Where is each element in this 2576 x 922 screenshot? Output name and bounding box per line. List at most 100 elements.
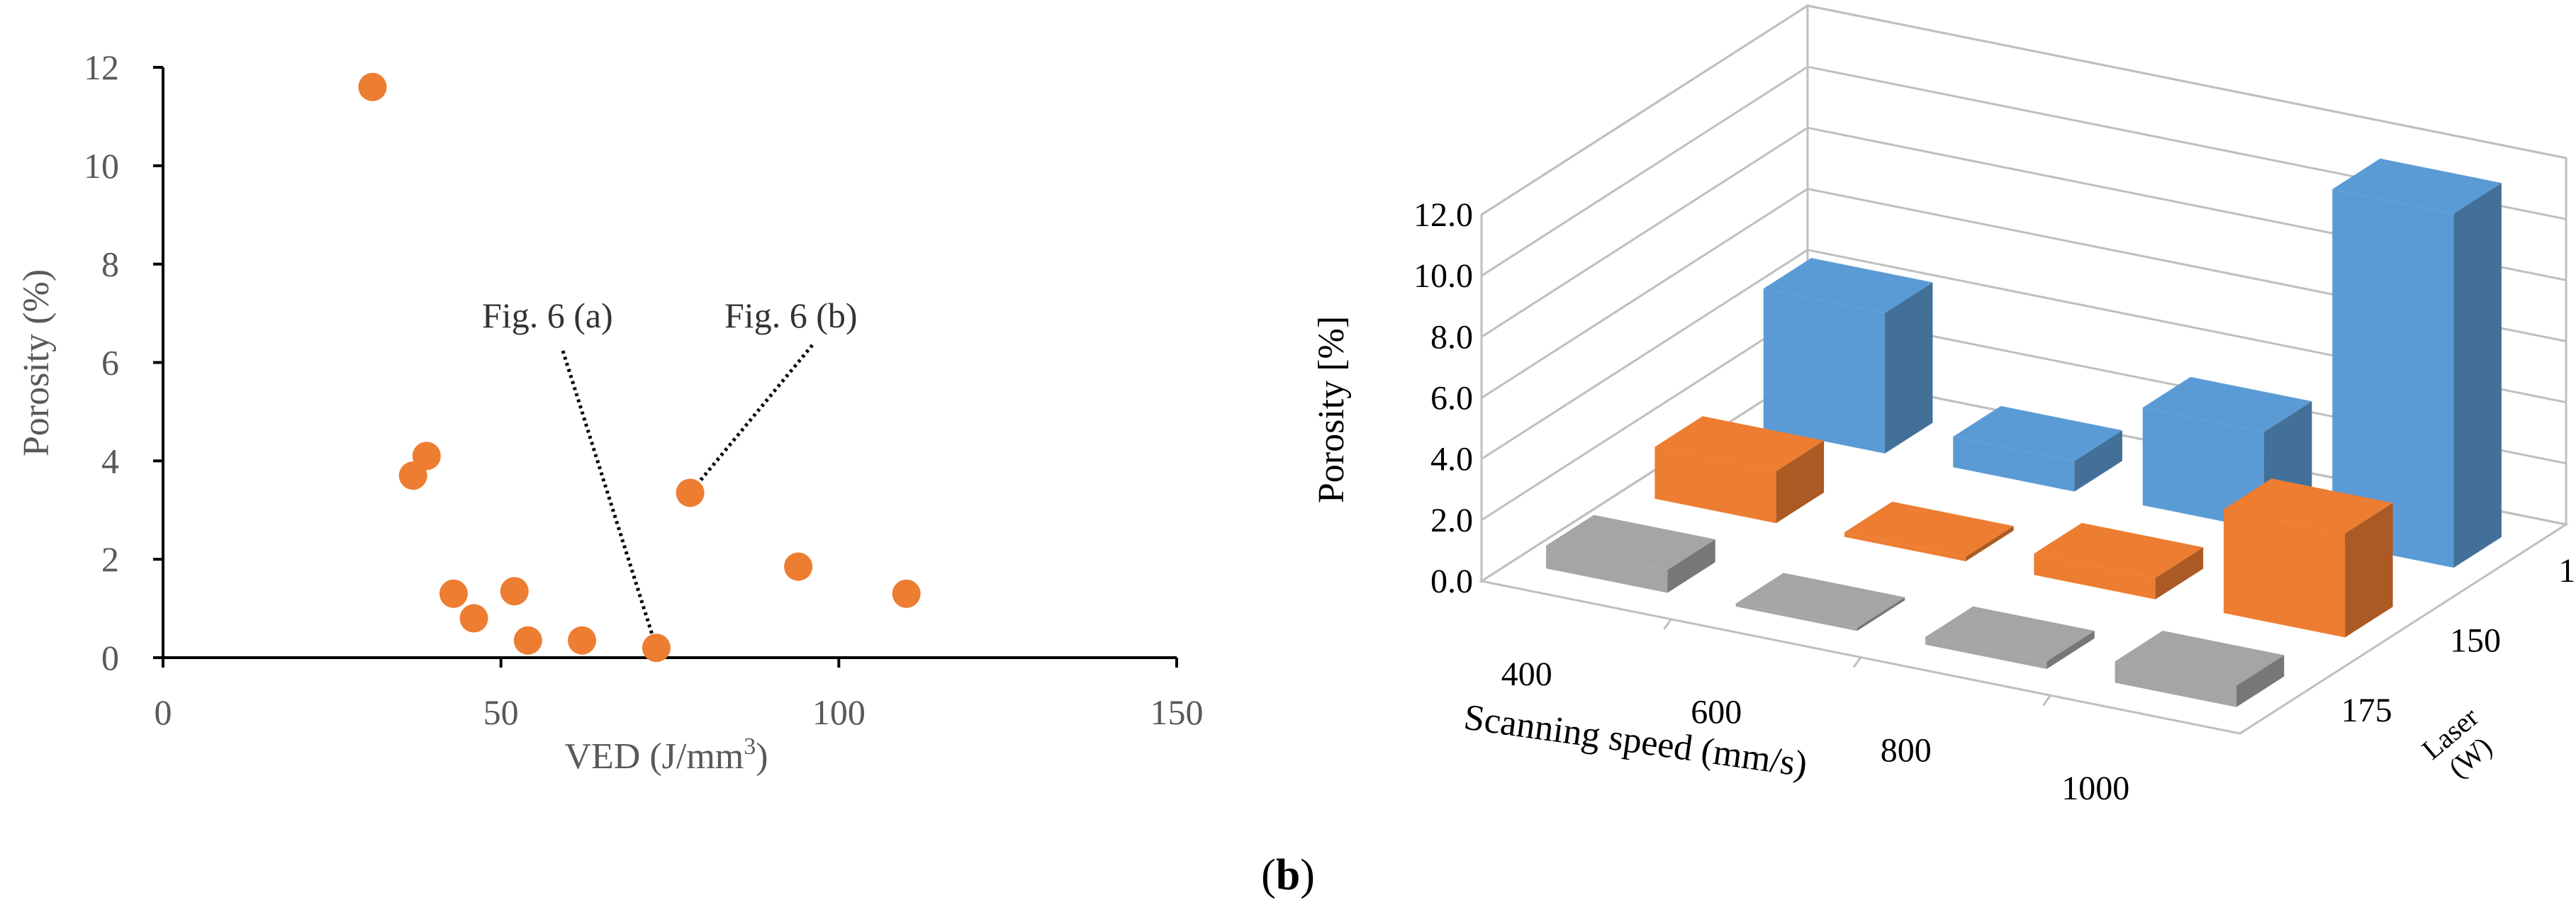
scatter-x-label-main: VED (J/mm — [564, 736, 744, 777]
bar3d-bar-front — [1654, 446, 1776, 524]
scatter-point — [398, 461, 427, 490]
bar3d-bar-side — [1857, 597, 1905, 631]
bar3d-x-tick-label: 1000 — [2061, 770, 2129, 807]
bar3d-y-tick-label: 8.0 — [1430, 318, 1473, 356]
bar3d-bar-front — [1953, 437, 2075, 492]
bar3d-y-ticks: 0.0 2.0 4.0 6.0 8.0 10.0 12.0 — [1413, 196, 1473, 600]
scatter-point — [500, 577, 529, 606]
scatter-y-tick-label: 2 — [101, 539, 119, 579]
scatter-y-ticks: 0 2 4 6 8 10 12 — [84, 47, 163, 678]
bar3d-bar-front — [1925, 636, 2047, 670]
scatter-annotation-leader — [688, 344, 814, 495]
bar3d-z-tick-label: 125 — [2558, 552, 2576, 590]
bar3d-gridline — [1481, 249, 2567, 460]
bar3d-gridline — [1481, 4, 2567, 216]
bar3d-chart: 0.0 2.0 4.0 6.0 8.0 10.0 12.0 400 600 800 1000 12… — [1311, 4, 2576, 807]
bar3d-bar-front — [1763, 288, 1885, 454]
bar3d-bar — [1654, 416, 1825, 524]
bar3d-x-tick — [2042, 695, 2051, 707]
scatter-x-tick-label: 50 — [483, 692, 519, 732]
bar3d-x-axis-label: Scanning speed (mm/s) — [1462, 697, 1810, 785]
scatter-y-tick-label: 6 — [101, 343, 119, 383]
scatter-x-label-sup: 3 — [744, 733, 756, 760]
scatter-point — [784, 552, 813, 581]
bar3d-bar-top — [1763, 258, 1933, 313]
scatter-point — [892, 579, 921, 608]
bar3d-bar — [1546, 515, 1715, 593]
bar3d-bar-top — [2332, 158, 2502, 214]
bar3d-z-axis-label: Laser (W) — [2416, 701, 2498, 784]
bar3d-bar-front — [1546, 545, 1668, 593]
scatter-y-tick-label: 12 — [84, 47, 119, 87]
bar3d-x-tick-label: 800 — [1881, 731, 1932, 769]
bar3d-y-tick-label: 4.0 — [1430, 441, 1473, 478]
bar3d-bar — [1844, 501, 2014, 561]
bar3d-bar-side — [2453, 183, 2502, 568]
scatter-annotation-leaders — [561, 344, 814, 648]
bar3d-y-tick-label: 0.0 — [1430, 563, 1473, 600]
bar3d-bar-side — [2046, 631, 2095, 670]
bar3d-bar-front — [2034, 553, 2156, 600]
scatter-points — [358, 72, 921, 663]
panel-label-open: ( — [1261, 851, 1276, 899]
bar3d-bar-top — [2115, 630, 2285, 686]
bar3d-bar-top — [2142, 376, 2312, 432]
panel-label-letter: b — [1276, 851, 1300, 899]
scatter-x-tick-label: 0 — [155, 692, 172, 732]
bar3d-bar-side — [2236, 655, 2285, 707]
bar3d-x-tick — [1663, 618, 1672, 630]
scatter-point — [568, 626, 597, 655]
scatter-y-tick-label: 4 — [101, 441, 119, 480]
scatter-point — [439, 579, 468, 608]
bar3d-bar-top — [1735, 573, 1905, 628]
bar3d-bar-side — [1884, 282, 1933, 454]
bar3d-bar-front — [2332, 189, 2454, 568]
bar3d-bar-side — [1776, 440, 1825, 524]
bar3d-x-tick-label: 400 — [1501, 656, 1552, 693]
bar3d-bar — [2223, 478, 2393, 638]
annotation-fig6a: Fig. 6 (a) — [482, 296, 613, 335]
panel-label-close: ) — [1300, 851, 1315, 899]
bar3d-bar — [2332, 158, 2502, 568]
scatter-y-tick-label: 8 — [101, 244, 119, 284]
bar3d-y-tick-label: 2.0 — [1430, 502, 1473, 539]
scatter-point — [676, 478, 705, 507]
annotation-fig6b: Fig. 6 (b) — [724, 296, 858, 335]
bar3d-bar-top — [2034, 522, 2204, 578]
bar3d-y-tick-label: 12.0 — [1413, 196, 1473, 234]
bar3d-z-tick-label: 175 — [2341, 692, 2392, 729]
bar3d-gridline — [1481, 65, 2567, 277]
bar3d-bar — [1953, 405, 2122, 492]
scatter-point — [642, 634, 671, 663]
bar3d-bar-side — [2074, 430, 2122, 492]
bar3d-bar-top — [1925, 606, 2095, 662]
scatter-x-axis-label: VED (J/mm3) — [564, 733, 768, 777]
bar3d-x-tick — [1852, 656, 1862, 668]
bar3d-y-tick-label: 6.0 — [1430, 380, 1473, 417]
bar3d-x-tick-label: 600 — [1691, 694, 1742, 731]
bar3d-bar — [1735, 573, 1905, 631]
bar3d-bar-front — [2115, 661, 2236, 707]
bar3d-bar-side — [2155, 547, 2204, 600]
scatter-x-tick-label: 150 — [1150, 692, 1204, 732]
panel-label: (b) — [1261, 851, 1315, 899]
bar3d-bar — [2115, 630, 2285, 707]
scatter-x-label-close: ) — [756, 736, 768, 777]
scatter-x-tick-label: 100 — [812, 692, 866, 732]
bar3d-bar-top — [2223, 478, 2393, 534]
bar3d-gridline — [1481, 187, 2567, 399]
bar3d-bar-side — [1966, 526, 2014, 561]
bar3d-z-ticks: 125 150 175 — [2341, 552, 2576, 729]
scatter-x-ticks: 0 50 100 150 — [155, 658, 1204, 732]
bar3d-x-ticks: 400 600 800 1000 — [1501, 656, 2130, 807]
scatter-annotation-leader — [561, 350, 659, 648]
scatter-y-axis-label: Porosity (%) — [16, 269, 57, 456]
bar3d-bar-front — [1844, 532, 1966, 561]
scatter-chart: 0 2 4 6 8 10 12 0 50 100 150 Fig. 6 (a) Fig. 6 (b… — [16, 47, 1204, 777]
bar3d-bar-side — [1667, 539, 1715, 593]
bar3d-bar — [1763, 258, 1933, 454]
bar3d-bar — [1925, 606, 2095, 670]
scatter-y-tick-label: 10 — [84, 146, 119, 186]
bar3d-bars — [1546, 158, 2502, 707]
